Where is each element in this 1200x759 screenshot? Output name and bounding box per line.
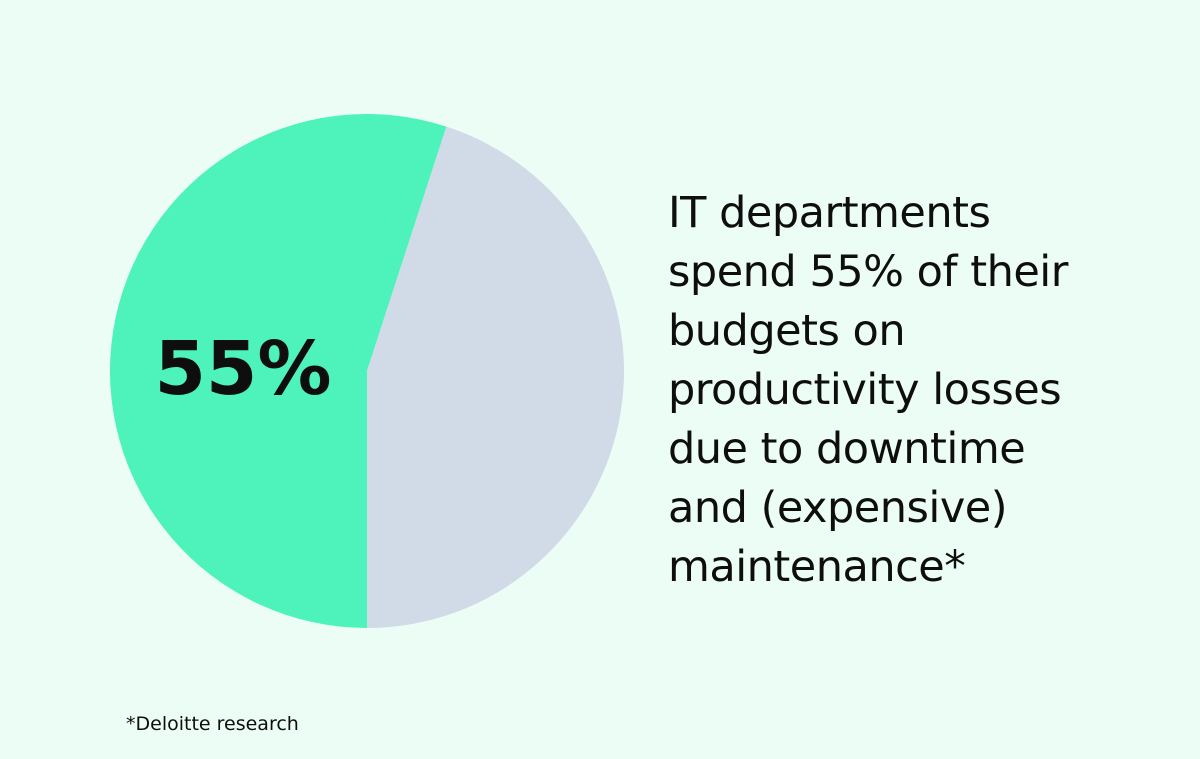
headline-line: budgets on	[668, 306, 906, 356]
pie-center-label: 55%	[154, 326, 331, 412]
pie-slice-0	[109, 113, 447, 629]
headline-line: productivity losses	[668, 365, 1062, 415]
headline: IT departments spend 55% of their budget…	[668, 184, 1168, 597]
footnote: *Deloitte research	[126, 713, 299, 735]
headline-line: and (expensive)	[668, 483, 1008, 533]
headline-line: due to downtime	[668, 424, 1026, 474]
headline-line: maintenance*	[668, 542, 966, 592]
pie-slice-1	[367, 126, 624, 628]
headline-line: spend 55% of their	[668, 247, 1068, 297]
headline-line: IT departments	[668, 188, 991, 238]
pie-chart: 55%	[109, 113, 624, 629]
